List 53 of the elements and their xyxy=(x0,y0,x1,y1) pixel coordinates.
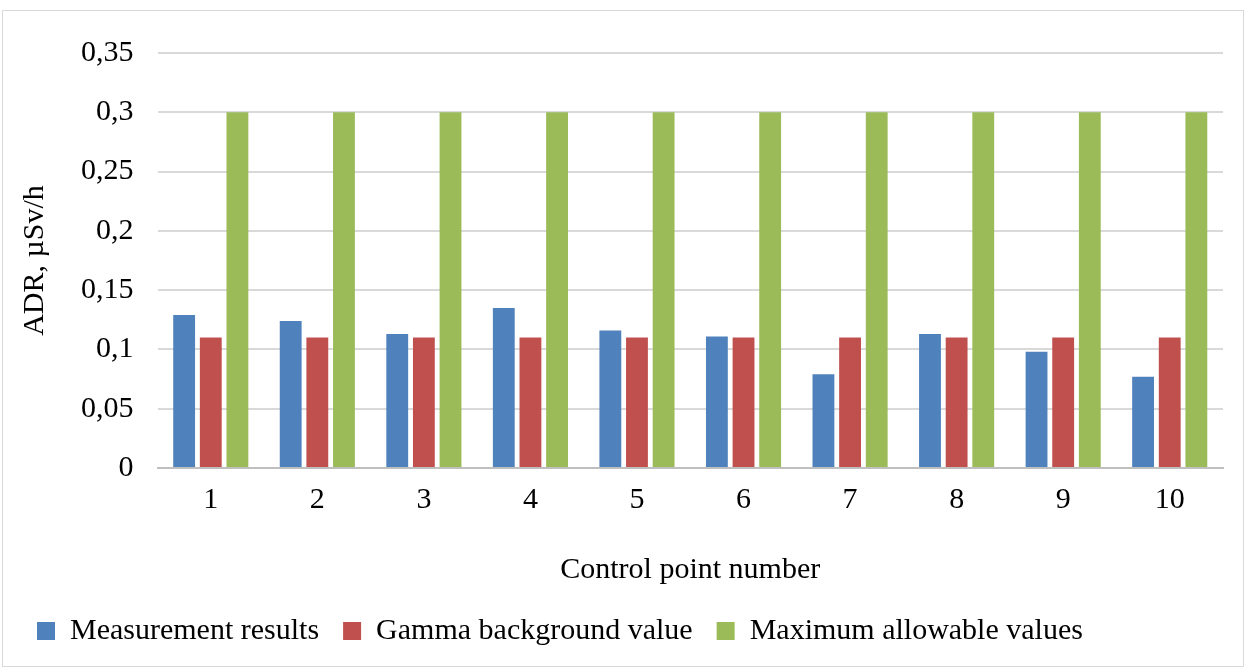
bar xyxy=(546,112,568,467)
bar xyxy=(1158,337,1181,467)
bar xyxy=(599,330,622,467)
bar xyxy=(626,337,648,467)
x-tick-label: 10 xyxy=(1154,480,1185,514)
bar xyxy=(732,337,755,467)
bar xyxy=(1052,337,1075,467)
x-tick-label: 2 xyxy=(309,480,325,514)
bar xyxy=(652,112,675,467)
x-tick-label: 1 xyxy=(203,480,219,514)
bar xyxy=(279,320,302,467)
bar xyxy=(412,337,435,467)
bar xyxy=(705,336,728,467)
legend-label: Maximum allowable values xyxy=(749,611,1083,645)
x-tick-label: 9 xyxy=(1055,480,1071,514)
bar xyxy=(492,307,515,467)
bar xyxy=(386,334,409,467)
bar xyxy=(439,112,462,467)
bar xyxy=(333,112,355,467)
bar xyxy=(519,337,542,467)
x-tick-label: 5 xyxy=(629,480,645,514)
y-tick-label: 0,15 xyxy=(81,271,134,305)
bar xyxy=(919,334,941,467)
x-axis-title: Control point number xyxy=(560,550,821,584)
x-tick-label: 4 xyxy=(522,480,538,514)
bar xyxy=(1025,351,1048,467)
x-tick-label: 3 xyxy=(416,480,432,514)
bar xyxy=(759,112,782,467)
bar xyxy=(945,337,968,467)
y-tick-label: 0,3 xyxy=(96,93,134,127)
y-tick-label: 0 xyxy=(118,448,134,482)
y-tick-label: 0,1 xyxy=(96,330,134,364)
bar xyxy=(1185,112,1208,467)
bar xyxy=(1132,376,1155,467)
y-tick-label: 0,25 xyxy=(81,152,134,186)
bar xyxy=(1078,112,1101,467)
bar xyxy=(226,112,249,467)
bar xyxy=(839,337,861,467)
legend-label: Gamma background value xyxy=(376,611,693,645)
x-tick-label: 6 xyxy=(736,480,752,514)
y-tick-label: 0,05 xyxy=(81,389,134,423)
y-tick-label: 0,2 xyxy=(96,211,134,245)
bar xyxy=(199,337,222,467)
y-axis-title: ADR, µSv/h xyxy=(15,185,49,336)
bar xyxy=(865,112,888,467)
bar xyxy=(173,315,196,467)
bar xyxy=(306,337,329,467)
bar xyxy=(972,112,995,467)
y-tick-label: 0,35 xyxy=(81,33,134,67)
x-tick-label: 8 xyxy=(949,480,965,514)
bar xyxy=(812,374,835,467)
x-tick-label: 7 xyxy=(842,480,858,514)
legend-label: Measurement results xyxy=(70,611,320,645)
